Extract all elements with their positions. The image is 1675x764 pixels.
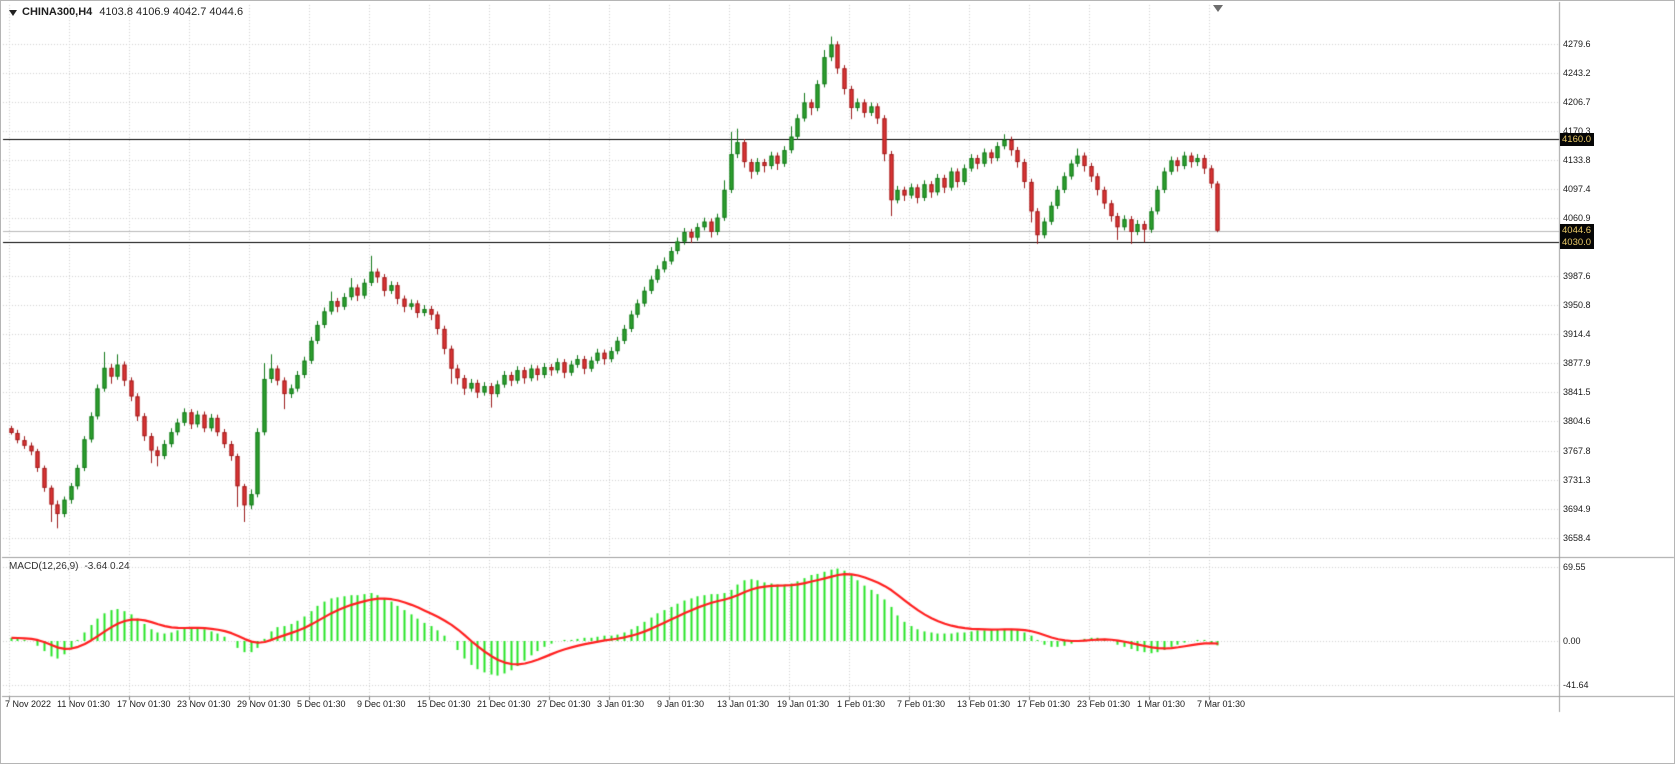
price-axis-label: 4133.8 bbox=[1563, 154, 1591, 165]
price-axis-label: 4097.4 bbox=[1563, 183, 1591, 194]
price-axis-label: 3658.4 bbox=[1563, 532, 1591, 543]
price-badge: 4030.0 bbox=[1560, 235, 1595, 249]
time-axis-label: 13 Feb 01:30 bbox=[957, 699, 1011, 709]
time-axis-label: 15 Dec 01:30 bbox=[417, 699, 471, 709]
macd-indicator-label: MACD(12,26,9) -3.64 0.24 bbox=[9, 561, 130, 572]
macd-name: MACD(12,26,9) bbox=[9, 561, 79, 572]
ohlc-values: 4103.8 4106.9 4042.7 4044.6 bbox=[99, 6, 244, 18]
price-axis-label: 3841.5 bbox=[1563, 387, 1591, 398]
time-axis-label: 7 Mar 01:30 bbox=[1197, 699, 1246, 709]
price-axis-label: 4060.9 bbox=[1563, 212, 1591, 223]
time-axis-label: 1 Feb 01:30 bbox=[837, 699, 886, 709]
price-axis-label: 4206.7 bbox=[1563, 96, 1591, 107]
time-axis-label: 5 Dec 01:30 bbox=[297, 699, 346, 709]
macd-axis-label: 0.00 bbox=[1563, 636, 1581, 646]
macd-axis-label: -41.64 bbox=[1563, 680, 1589, 691]
time-axis-label: 29 Nov 01:30 bbox=[237, 699, 291, 709]
price-axis-label: 4170.3 bbox=[1563, 125, 1591, 136]
time-axis-label: 7 Feb 01:30 bbox=[897, 699, 946, 709]
time-axis-label: 3 Jan 01:30 bbox=[597, 699, 645, 709]
price-badge: 4160.0 bbox=[1560, 132, 1595, 146]
price-axis-label: 3694.9 bbox=[1563, 503, 1591, 514]
chart-title: CHINA300,H4 4103.8 4106.9 4042.7 4044.6 bbox=[22, 6, 243, 18]
price-badge: 4044.6 bbox=[1560, 224, 1595, 238]
time-axis-label: 19 Jan 01:30 bbox=[777, 699, 830, 709]
time-axis-label: 27 Dec 01:30 bbox=[537, 699, 591, 709]
time-axis-label: 23 Feb 01:30 bbox=[1077, 699, 1131, 709]
time-axis-label: 13 Jan 01:30 bbox=[717, 699, 770, 709]
time-axis-label: 9 Dec 01:30 bbox=[357, 699, 406, 709]
time-axis-label: 9 Jan 01:30 bbox=[657, 699, 705, 709]
time-axis-label: 1 Mar 01:30 bbox=[1137, 699, 1186, 709]
macd-axis-label: 69.55 bbox=[1563, 561, 1586, 572]
price-axis-label: 3877.9 bbox=[1563, 358, 1591, 369]
time-axis-label: 17 Feb 01:30 bbox=[1017, 699, 1071, 709]
symbol-timeframe-label: CHINA300,H4 bbox=[22, 6, 93, 18]
price-axis-label: 3987.6 bbox=[1563, 270, 1591, 281]
chart-shift-marker-icon[interactable] bbox=[1213, 5, 1223, 12]
time-axis-label: 7 Nov 2022 bbox=[5, 699, 52, 709]
price-axis-label: 4243.2 bbox=[1563, 67, 1591, 78]
symbol-dropdown-icon[interactable] bbox=[9, 10, 17, 16]
time-axis-label: 11 Nov 01:30 bbox=[57, 699, 110, 709]
price-axis-label: 3950.8 bbox=[1563, 300, 1591, 311]
price-axis-label: 3731.3 bbox=[1563, 474, 1591, 485]
time-axis-label: 17 Nov 01:30 bbox=[117, 699, 171, 709]
time-axis-label: 21 Dec 01:30 bbox=[477, 699, 531, 709]
price-axis-label: 3914.4 bbox=[1563, 329, 1591, 340]
price-axis-label: 3767.8 bbox=[1563, 445, 1591, 456]
macd-values: -3.64 0.24 bbox=[84, 561, 130, 572]
price-axis-label: 4279.6 bbox=[1563, 39, 1591, 49]
time-axis-label: 23 Nov 01:30 bbox=[177, 699, 231, 709]
price-axis-label: 3804.6 bbox=[1563, 416, 1591, 427]
